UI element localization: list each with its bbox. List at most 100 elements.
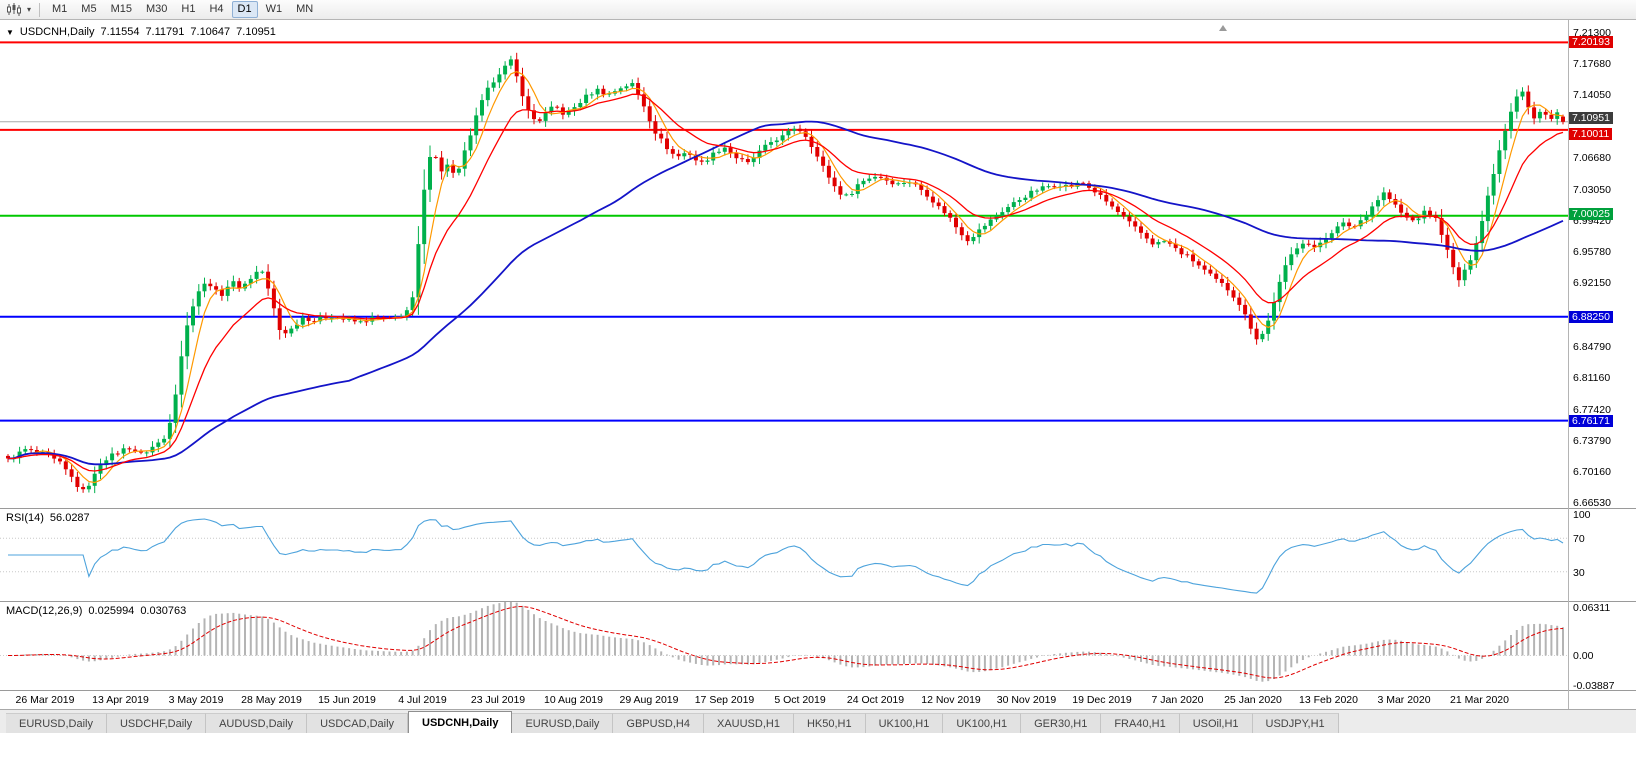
chart-symbol-label: USDCNH,Daily [19,26,95,38]
price-chart-pane[interactable]: ▼ USDCNH,Daily 7.11554 7.11791 7.10647 7… [0,20,1636,509]
timeframe-toolbar: ▾ M1 M5 M15 M30 H1 H4 D1 W1 MN [0,0,1636,20]
toolbar-separator [39,2,41,17]
rsi-indicator-pane[interactable]: RSI(14) 56.0287 100 70 30 [0,508,1636,601]
ma-line-60 [7,120,1564,466]
timeframe-button-w1[interactable]: W1 [265,3,283,15]
timeframe-buttons: M1 M5 M15 M30 H1 H4 D1 W1 MN [45,1,320,18]
rsi-tick-label: 30 [1573,567,1585,579]
ohlc-open: 7.11554 [100,26,140,38]
price-tag: 7.10011 [1569,128,1613,140]
date-label: 23 Jul 2019 [470,694,526,706]
date-label: 13 Apr 2019 [92,694,149,706]
time-axis[interactable]: 26 Mar 2019 13 Apr 2019 3 May 2019 28 May 2… [0,690,1636,709]
price-tick-label: 6.92150 [1573,277,1611,289]
chart-tab-usdchf-daily[interactable]: USDCHF,Daily [106,713,207,733]
chart-tab-uk100-h1[interactable]: UK100,H1 [865,713,944,733]
date-label: 19 Dec 2019 [1072,694,1132,706]
chart-tab-uk100-h1[interactable]: UK100,H1 [943,713,1022,733]
horizontal-lines [0,41,1568,422]
chart-type-icon[interactable] [4,1,24,19]
price-tick-label: 6.70160 [1573,466,1611,478]
macd-chart[interactable] [0,601,1568,690]
collapse-triangle-icon[interactable]: ▼ [6,27,14,37]
ma-line-5 [7,70,1564,484]
macd-indicator-pane[interactable]: MACD(12,26,9) 0.025994 0.030763 0.06311 0… [0,601,1636,692]
date-label: 28 May 2019 [241,694,302,706]
date-label: 3 May 2019 [168,694,224,706]
date-label: 13 Feb 2020 [1299,694,1358,706]
chart-tab-eurusd-daily[interactable]: EURUSD,Daily [6,713,107,733]
chart-tab-usdcad-daily[interactable]: USDCAD,Daily [307,713,409,733]
date-label: 26 Mar 2019 [15,694,75,706]
timeframe-button-m5[interactable]: M5 [81,3,97,15]
price-tag: 6.88250 [1569,311,1613,323]
timeframe-button-h1[interactable]: H1 [181,3,196,15]
date-label: 15 Jun 2019 [318,694,376,706]
rsi-tick-label: 100 [1573,509,1591,521]
price-tag: 7.20193 [1569,36,1613,48]
date-label: 21 Mar 2020 [1450,694,1509,706]
macd-name: MACD(12,26,9) [6,605,83,617]
macd-label: MACD(12,26,9) 0.025994 0.030763 [6,605,186,617]
chart-tab-hk50-h1[interactable]: HK50,H1 [793,713,866,733]
timeframe-button-mn[interactable]: MN [296,3,314,15]
chart-tab-usoil-h1[interactable]: USOil,H1 [1179,713,1253,733]
chart-tabs-bar: EURUSD,Daily USDCHF,Daily AUDUSD,Daily USDC… [0,709,1636,733]
axis-separator-line [1568,20,1569,709]
date-label: 12 Nov 2019 [921,694,981,706]
rsi-label: RSI(14) 56.0287 [6,512,90,524]
timeframe-button-m15[interactable]: M15 [110,3,132,15]
price-tick-label: 6.73790 [1573,435,1611,447]
chart-tab-xauusd-h1[interactable]: XAUUSD,H1 [703,713,794,733]
price-tick-label: 6.84790 [1573,341,1611,353]
date-label: 24 Oct 2019 [846,694,905,706]
chart-tab-ger30-h1[interactable]: GER30,H1 [1021,713,1102,733]
rsi-tick-label: 70 [1573,533,1585,545]
rsi-value: 56.0287 [49,512,90,524]
rsi-chart[interactable] [0,509,1568,601]
chart-tab-usdcnh-daily[interactable]: USDCNH,Daily [408,711,513,733]
price-tick-label: 7.17680 [1573,58,1611,70]
macd-signal-line [8,605,1564,679]
price-tag: 7.00025 [1569,208,1613,220]
candles-group [6,52,1565,494]
bottom-filler [0,733,1636,765]
date-label: 10 Aug 2019 [544,694,603,706]
timeframe-button-m1[interactable]: M1 [52,3,68,15]
chart-tab-usdjpy-h1[interactable]: USDJPY,H1 [1252,713,1339,733]
price-tick-label: 6.77420 [1573,404,1611,416]
candlestick-chart[interactable] [0,20,1568,508]
date-label: 25 Jan 2020 [1224,694,1282,706]
price-tick-label: 7.06680 [1573,152,1611,164]
price-tick-label: 7.03050 [1573,184,1611,196]
timeframe-button-d1[interactable]: D1 [231,1,258,18]
price-tick-label: 7.21300 [1573,27,1611,39]
rsi-line [8,518,1564,594]
chart-tab-audusd-daily[interactable]: AUDUSD,Daily [206,713,308,733]
macd-value: 0.025994 [88,605,135,617]
macd-tick-label: 0.06311 [1573,602,1611,614]
ohlc-low: 7.10647 [190,26,231,38]
date-label: 5 Oct 2019 [774,694,826,706]
rsi-name: RSI(14) [6,512,44,524]
timeframe-button-m30[interactable]: M30 [145,3,168,15]
ohlc-close: 7.10951 [236,26,276,38]
macd-signal-value: 0.030763 [140,605,187,617]
date-label: 7 Jan 2020 [1151,694,1204,706]
date-label: 3 Mar 2020 [1377,694,1431,706]
price-tick-label: 7.14050 [1573,89,1611,101]
chevron-down-icon[interactable]: ▾ [27,5,32,14]
ma-line-13 [8,93,1564,472]
chart-tab-gbpusd-h4[interactable]: GBPUSD,H4 [613,713,704,733]
date-label: 17 Sep 2019 [694,694,755,706]
price-tag: 6.76171 [1569,415,1613,427]
timeframe-button-h4[interactable]: H4 [209,3,224,15]
chart-tab-fra40-h1[interactable]: FRA40,H1 [1101,713,1180,733]
ohlc-high: 7.11791 [145,26,185,38]
date-label: 4 Jul 2019 [398,694,447,706]
chart-shift-marker-icon[interactable] [1219,25,1227,31]
chart-tab-eurusd-daily[interactable]: EURUSD,Daily [512,713,614,733]
price-tick-label: 6.95780 [1573,246,1611,258]
chart-ohlc-header: ▼ USDCNH,Daily 7.11554 7.11791 7.10647 7… [6,26,276,38]
